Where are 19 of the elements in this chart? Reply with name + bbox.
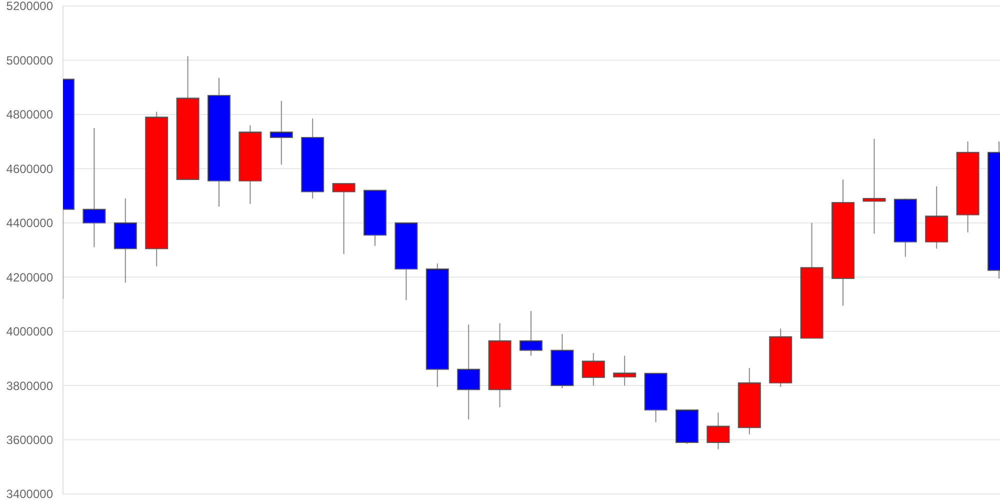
y-tick-label: 5000000	[6, 53, 54, 68]
y-tick-label: 3600000	[6, 432, 54, 447]
y-tick-label: 3400000	[6, 487, 54, 500]
candlestick	[82, 128, 106, 248]
candlestick	[582, 352, 605, 386]
y-tick-label: 5200000	[6, 0, 54, 14]
candlestick	[457, 324, 480, 420]
y-tick-label: 3800000	[6, 378, 54, 393]
y-tick-label: 4400000	[6, 216, 54, 230]
y-tick-label: 4800000	[6, 108, 54, 122]
candlestick	[613, 355, 636, 386]
candlestick	[520, 310, 542, 356]
y-tick-label: 4000000	[6, 324, 54, 339]
candlestick	[270, 100, 293, 166]
candlestick	[706, 412, 730, 450]
candlestick	[862, 138, 886, 234]
y-tick-label: 4600000	[6, 162, 54, 176]
candlestick	[332, 183, 356, 255]
y-tick-label: 4200000	[6, 270, 54, 284]
